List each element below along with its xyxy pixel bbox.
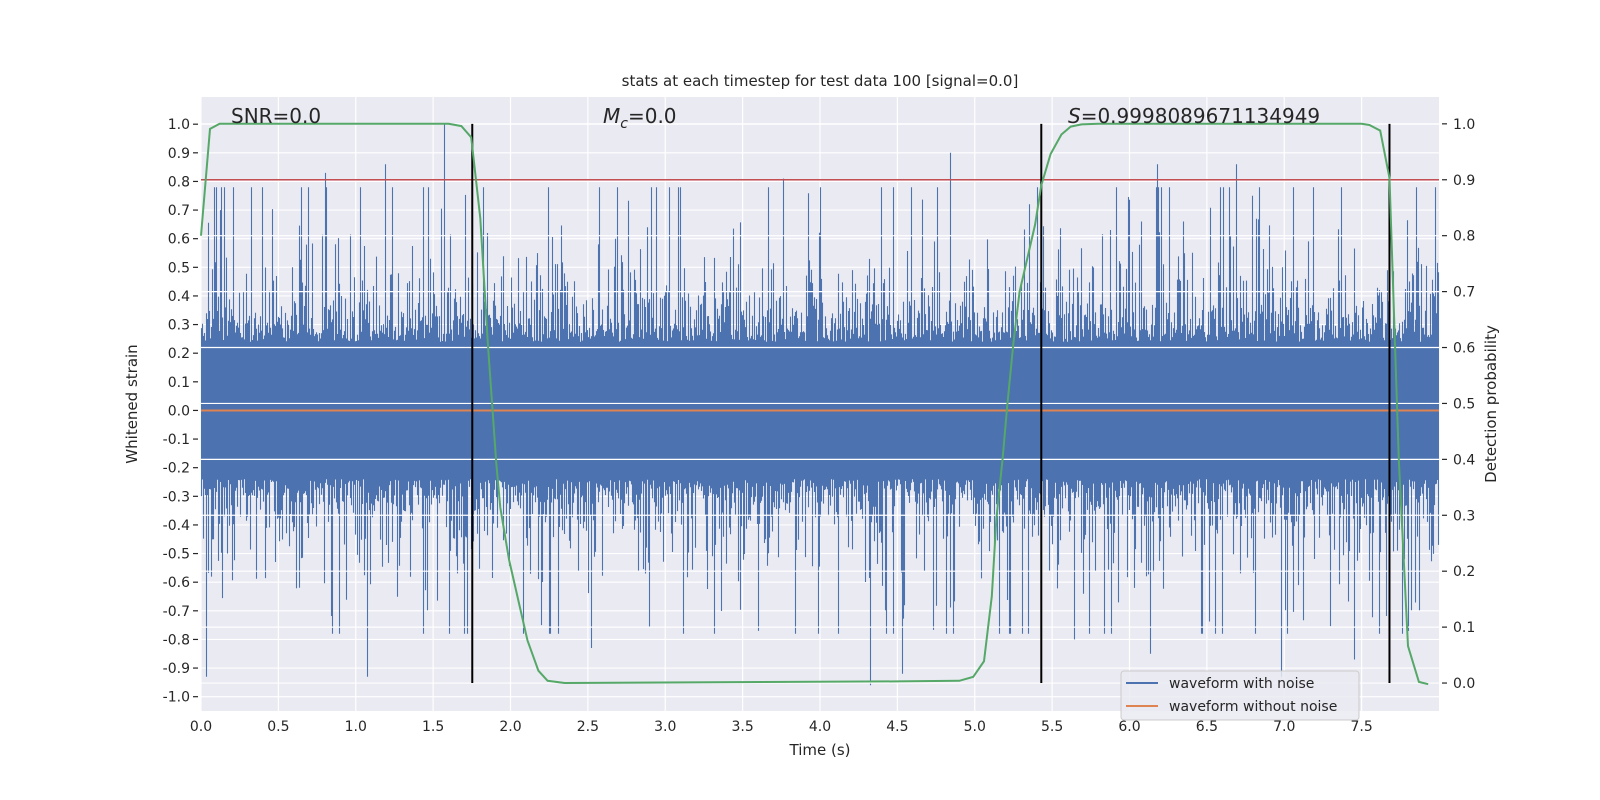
chart-title: stats at each timestep for test data 100… xyxy=(622,72,1019,90)
y-tick-label-right: 1.0 xyxy=(1453,117,1475,133)
x-tick-label: 3.5 xyxy=(731,719,753,735)
y-tick-label-right: 0.7 xyxy=(1453,285,1475,301)
snr-annotation: SNR=0.0 xyxy=(231,104,321,128)
y-tick-label: 0.9 xyxy=(168,146,190,162)
y-tick-label: -0.8 xyxy=(163,632,190,648)
y-tick-label: -0.6 xyxy=(163,575,190,591)
y-tick-label-right: 0.4 xyxy=(1453,452,1475,468)
legend-box xyxy=(1120,670,1360,721)
y-axis-label-right: Detection probability xyxy=(1482,325,1500,483)
x-tick-label: 2.0 xyxy=(499,719,521,735)
x-tick-label: 1.5 xyxy=(422,719,444,735)
chirp-mass-annotation: Mc=0.0 xyxy=(603,104,677,132)
x-tick-label: 2.5 xyxy=(577,719,599,735)
y-tick-label: -1.0 xyxy=(163,690,190,706)
y-tick-label: 0.3 xyxy=(168,318,190,334)
y-tick-label: -0.2 xyxy=(163,461,190,477)
x-tick-label: 6.0 xyxy=(1118,719,1140,735)
y-tick-label: 0.4 xyxy=(168,289,190,305)
y-tick-label: -0.1 xyxy=(163,432,190,448)
y-tick-label: 0.6 xyxy=(168,232,190,248)
y-tick-label: 0.8 xyxy=(168,174,190,190)
y-tick-label: 0.0 xyxy=(168,403,190,419)
y-tick-label-right: 0.0 xyxy=(1453,676,1475,692)
y-tick-label-right: 0.8 xyxy=(1453,229,1475,245)
x-tick-label: 0.0 xyxy=(190,719,212,735)
y-tick-label: 0.2 xyxy=(168,346,190,362)
x-tick-label: 5.5 xyxy=(1041,719,1063,735)
y-tick-label: -0.3 xyxy=(163,489,190,505)
legend-label-clean: waveform without noise xyxy=(1169,699,1337,715)
legend: waveform with noise waveform without noi… xyxy=(1120,670,1360,721)
x-tick-label: 7.5 xyxy=(1350,719,1372,735)
detection-probability-line xyxy=(200,122,1429,686)
x-ticks: 0.0 0.5 1.0 1.5 2.0 2.5 3.0 3.5 4.0 4.5 5.0 5.5 6.0 6… xyxy=(190,719,1373,735)
x-tick-label: 3.0 xyxy=(654,719,676,735)
x-tick-label: 6.5 xyxy=(1196,719,1218,735)
y-tick-label: 0.7 xyxy=(168,203,190,219)
detection-markers xyxy=(471,123,1391,684)
y-tick-label: -0.5 xyxy=(163,547,190,563)
y-axis-label: Whitened strain xyxy=(123,344,141,463)
y-tick-label: 0.5 xyxy=(168,260,190,276)
x-tick-label: 0.5 xyxy=(267,719,289,735)
legend-label-noisy: waveform with noise xyxy=(1169,676,1314,692)
y-tick-label-right: 0.5 xyxy=(1453,396,1475,412)
y-tick-label-right: 0.6 xyxy=(1453,341,1475,357)
score-annotation: S=0.9998089671134949 xyxy=(1068,104,1320,128)
y-tick-label-right: 0.2 xyxy=(1453,564,1475,580)
y-tick-label: 1.0 xyxy=(168,117,190,133)
y-tick-label-right: 0.1 xyxy=(1453,620,1475,636)
x-tick-label: 7.0 xyxy=(1273,719,1295,735)
y-tick-label: -0.9 xyxy=(163,661,190,677)
x-tick-label: 4.0 xyxy=(809,719,831,735)
y-tick-label-right: 0.9 xyxy=(1453,173,1475,189)
y-ticks-right: 1.0 0.9 0.8 0.7 0.6 0.5 0.4 0.3 0.2 0.1 0.0 xyxy=(1442,117,1475,692)
x-axis-label: Time (s) xyxy=(789,741,851,759)
y-tick-label: -0.7 xyxy=(163,604,190,620)
y-tick-label: -0.4 xyxy=(163,518,190,534)
y-ticks: 1.0 0.9 0.8 0.7 0.6 0.5 0.4 0.3 0.2 0.1 0.0 -0.1 -0.… xyxy=(163,117,198,706)
x-tick-label: 5.0 xyxy=(964,719,986,735)
x-tick-label: 4.5 xyxy=(886,719,908,735)
x-tick-label: 1.0 xyxy=(345,719,367,735)
y-tick-label: 0.1 xyxy=(168,375,190,391)
y-tick-label-right: 0.3 xyxy=(1453,508,1475,524)
